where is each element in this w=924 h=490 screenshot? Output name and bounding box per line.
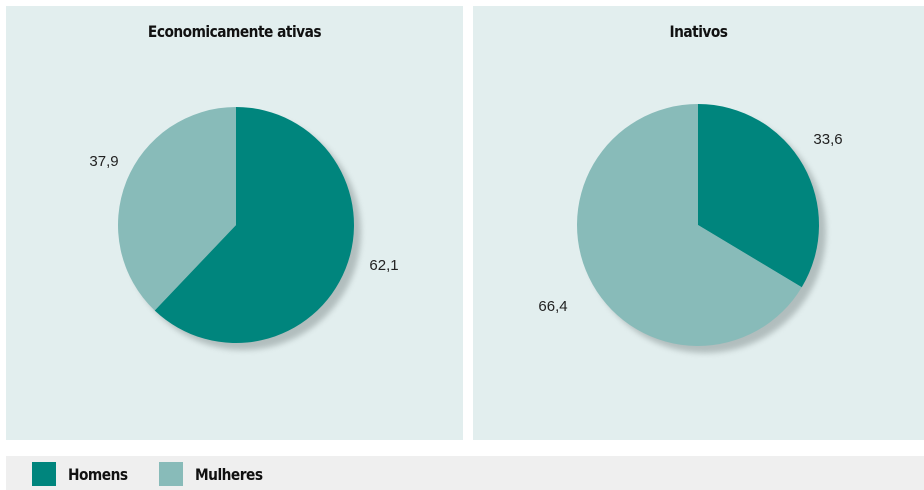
legend-item-homens: Homens — [32, 461, 137, 487]
pie-panel-economicamente-ativas: Economicamente ativas 62,1 37,9 — [6, 6, 463, 440]
chart-title: Inativos — [669, 22, 728, 41]
legend: Homens Mulheres — [6, 456, 924, 490]
slice-label-mulheres: 66,4 — [538, 298, 567, 315]
slice-label-homens: 62,1 — [369, 257, 398, 274]
chart-title: Economicamente ativas — [147, 22, 322, 41]
legend-swatch-homens — [32, 462, 56, 486]
legend-label: Homens — [68, 464, 128, 484]
legend-item-mulheres: Mulheres — [159, 461, 274, 487]
legend-label: Mulheres — [195, 464, 263, 484]
pie-slice-mulheres — [577, 104, 802, 347]
slice-label-mulheres: 37,9 — [89, 153, 118, 170]
pie-slice-mulheres — [118, 107, 236, 311]
pie-chart-inativos: 33,6 66,4 — [538, 104, 843, 353]
pie-chart-economicamente-ativas: 62,1 37,9 — [89, 107, 399, 350]
pie-slice-homens — [698, 104, 819, 288]
slice-label-homens: 33,6 — [813, 131, 842, 148]
legend-swatch-mulheres — [159, 462, 183, 486]
pie-slice-homens — [154, 107, 354, 343]
pie-panel-inativos: Inativos 33,6 66,4 — [473, 6, 924, 440]
